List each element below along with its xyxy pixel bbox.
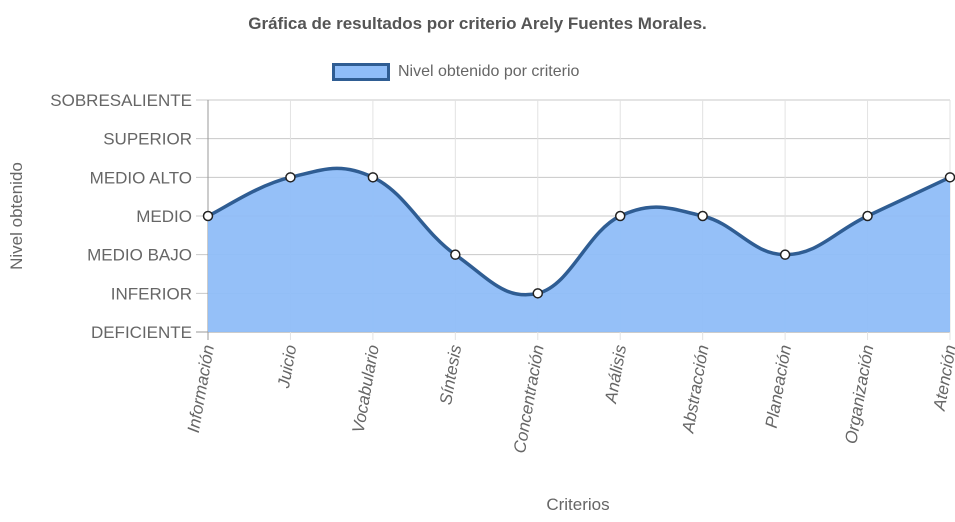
- x-tick-label: Información: [184, 343, 218, 434]
- y-tick-label: MEDIO BAJO: [87, 246, 192, 265]
- data-point[interactable]: [697, 210, 708, 222]
- y-tick-label: MEDIO ALTO: [90, 168, 192, 187]
- x-tick-label: Análisis: [601, 343, 630, 405]
- area-series: [207, 166, 951, 332]
- x-axis-title: Criterios: [546, 495, 609, 514]
- series-line: [207, 166, 951, 297]
- y-tick-label: SUPERIOR: [103, 130, 192, 149]
- x-tick-label: Organización: [841, 343, 877, 445]
- x-tick-label: Vocabulario: [349, 343, 383, 434]
- y-axis-ticks: DEFICIENTE INFERIOR MEDIO BAJO MEDIO MEDIO A…: [50, 91, 192, 342]
- data-point[interactable]: [862, 210, 873, 222]
- area-fill: [208, 168, 950, 332]
- data-point[interactable]: [614, 210, 626, 222]
- data-point[interactable]: [944, 172, 955, 183]
- x-axis-ticks: Información Juicio Vocabulario Síntesis Conc…: [184, 343, 955, 455]
- y-tick-label: MEDIO: [136, 207, 192, 226]
- x-tick-label: Abstracción: [678, 343, 712, 435]
- x-tick-label: Síntesis: [436, 343, 465, 406]
- y-tick-label: DEFICIENTE: [91, 323, 192, 342]
- data-point[interactable]: [532, 288, 544, 299]
- data-point[interactable]: [450, 249, 461, 260]
- x-tick-label: Concentración: [510, 343, 548, 454]
- y-tick-label: SOBRESALIENTE: [50, 91, 192, 110]
- x-tick-label: Juicio: [274, 343, 300, 390]
- y-axis-title: Nivel obtenido: [7, 162, 26, 270]
- y-tick-label: INFERIOR: [111, 284, 192, 303]
- data-point[interactable]: [779, 249, 791, 260]
- x-tick-label: Planeación: [762, 343, 795, 429]
- legend-label: Nivel obtenido por criterio: [398, 63, 580, 80]
- data-point[interactable]: [367, 172, 379, 183]
- x-tick-label: Atención: [930, 343, 955, 412]
- data-point[interactable]: [285, 172, 296, 183]
- chart-title: Gráfica de resultados por criterio Arely…: [248, 14, 707, 33]
- data-point[interactable]: [202, 210, 214, 222]
- legend-swatch: [332, 63, 390, 81]
- legend[interactable]: Nivel obtenido por criterio: [332, 63, 579, 81]
- data-points: [202, 172, 955, 299]
